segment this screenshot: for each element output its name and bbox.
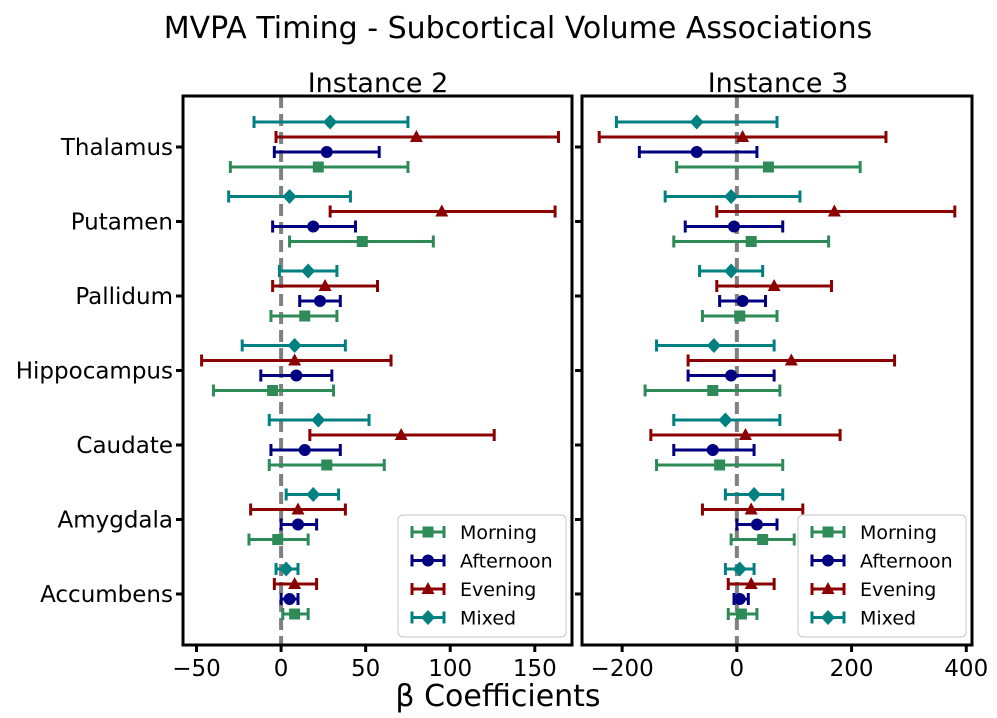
- category-label-pallidum: Pallidum: [75, 284, 173, 310]
- instance-2-morning-hippocampus-marker: [267, 385, 279, 396]
- category-label-amygdala: Amygdala: [57, 508, 173, 534]
- instance-3-panel: Instance 3 −200 0 200 400 Morning Afternoon Ev…: [575, 68, 988, 682]
- instance-3-afternoon-putamen-marker: [727, 220, 740, 233]
- category-label-thalamus: Thalamus: [60, 135, 173, 161]
- instance-3-evening-accumbens-marker: [744, 577, 758, 589]
- instance-3-morning-caudate-marker: [714, 459, 726, 471]
- instance-3-evening-thalamus-marker: [736, 130, 750, 142]
- instance-2-legend-afternoon-marker: [422, 554, 434, 567]
- instance-3-mixed-thalamus-marker: [689, 114, 704, 130]
- instance-2-evening-pallidum-marker: [318, 279, 332, 291]
- instance-2-mixed-hippocampus-marker: [287, 338, 302, 353]
- instance-3-legend-box: [797, 514, 967, 638]
- instance-3-afternoon-amygdala-marker: [750, 518, 763, 531]
- instance-2-morning-thalamus-marker: [312, 161, 324, 173]
- instance-3-evening-pallidum-marker: [767, 279, 781, 291]
- instance-2-legend-mixed-marker: [421, 610, 435, 625]
- instance-3-morning-pallidum-marker: [734, 310, 746, 322]
- instance-2-mixed-caudate-marker: [311, 412, 326, 428]
- instance-3-evening-amygdala-marker: [744, 502, 758, 515]
- x-axis-label: β Coefficients: [395, 679, 600, 714]
- instance-3-mixed-pallidum-marker: [724, 263, 739, 279]
- instance-3-evening-hippocampus-marker: [784, 353, 798, 366]
- instance-2-mixed-putamen-marker: [282, 189, 297, 204]
- instance-2-xtick-label-1: 0: [274, 656, 289, 682]
- category-label-putamen: Putamen: [71, 210, 173, 236]
- instance-2-evening-accumbens-marker: [288, 577, 302, 589]
- instance-3-morning-amygdala-marker: [757, 534, 769, 545]
- instance-2-afternoon-hippocampus-marker: [290, 369, 303, 382]
- instance-2-legend-morning-label: Morning: [460, 522, 537, 544]
- instance-3-afternoon-pallidum-marker: [736, 295, 749, 307]
- instance-2-xtick-label-2: 50: [351, 656, 380, 682]
- instance-3-afternoon-accumbens-marker: [733, 593, 746, 605]
- instance-2-evening-amygdala-marker: [291, 502, 305, 515]
- instance-3-morning-thalamus-marker: [762, 161, 774, 173]
- instance-3-mixed-putamen-marker: [724, 189, 739, 204]
- instance-3-mixed-accumbens-marker: [732, 561, 747, 577]
- instance-3-afternoon-thalamus-marker: [690, 146, 703, 158]
- instance-3-mixed-hippocampus-marker: [706, 338, 721, 353]
- instance-3-title: Instance 3: [708, 68, 849, 99]
- instance-2-morning-accumbens-marker: [289, 608, 301, 620]
- instance-3-legend-afternoon-marker: [822, 554, 834, 567]
- instance-2-mixed-accumbens-marker: [279, 561, 294, 577]
- instance-2-mixed-amygdala-marker: [306, 487, 321, 502]
- instance-3-xtick-label-2: 200: [830, 656, 874, 682]
- instance-3-legend-afternoon-label: Afternoon: [860, 551, 953, 573]
- instance-3-morning-hippocampus-marker: [707, 385, 719, 396]
- instance-2-xtick-label-4: 150: [513, 656, 557, 682]
- instance-2-legend: Morning Afternoon Evening Mixed: [397, 514, 567, 638]
- instance-2-afternoon-caudate-marker: [298, 444, 311, 456]
- instance-3-legend-evening-marker: [821, 582, 835, 594]
- instance-2-legend-mixed-label: Mixed: [460, 608, 516, 630]
- instance-3-morning-putamen-marker: [745, 236, 757, 247]
- instance-2-xtick-label-3: 100: [428, 656, 472, 682]
- category-label-caudate: Caudate: [76, 433, 173, 459]
- instance-2-legend-morning-marker: [422, 526, 434, 538]
- instance-3-legend-evening-label: Evening: [860, 579, 936, 601]
- instance-3-legend-mixed-label: Mixed: [860, 608, 916, 630]
- instance-2-legend-evening-marker: [421, 582, 435, 594]
- instance-2-afternoon-pallidum-marker: [313, 295, 326, 307]
- instance-2-mixed-pallidum-marker: [301, 263, 316, 279]
- instance-3-legend-morning-label: Morning: [860, 522, 937, 544]
- instance-2-title: Instance 2: [308, 68, 449, 99]
- figure-title: MVPA Timing - Subcortical Volume Associa…: [164, 11, 873, 46]
- instance-3-xtick-label-1: 0: [730, 656, 745, 682]
- instance-3-evening-putamen-marker: [827, 204, 841, 217]
- instance-2-afternoon-amygdala-marker: [292, 518, 305, 531]
- instance-2-evening-caudate-marker: [394, 428, 408, 440]
- instance-2-legend-afternoon-label: Afternoon: [460, 551, 553, 573]
- instance-2-mixed-thalamus-marker: [323, 114, 338, 130]
- instance-2-evening-hippocampus-marker: [288, 353, 302, 366]
- instance-2-morning-pallidum-marker: [299, 310, 311, 322]
- instance-2-afternoon-accumbens-marker: [283, 593, 296, 605]
- instance-3-xtick-label-0: −200: [591, 656, 654, 682]
- instance-2-morning-putamen-marker: [356, 236, 368, 247]
- category-label-hippocampus: Hippocampus: [16, 359, 173, 385]
- instance-2-morning-caudate-marker: [321, 459, 333, 471]
- instance-3-xtick-label-3: 400: [944, 656, 988, 682]
- instance-2-morning-amygdala-marker: [272, 534, 284, 545]
- instance-3-evening-caudate-marker: [738, 428, 752, 440]
- instance-3-afternoon-hippocampus-marker: [725, 369, 738, 382]
- instance-3-afternoon-caudate-marker: [706, 444, 719, 456]
- instance-2-legend-evening-label: Evening: [460, 579, 536, 601]
- instance-3-mixed-amygdala-marker: [747, 487, 762, 502]
- instance-3-legend-mixed-marker: [821, 610, 835, 625]
- instance-3-legend-morning-marker: [822, 526, 834, 538]
- instance-2-afternoon-putamen-marker: [307, 220, 320, 233]
- instance-2-legend-box: [397, 514, 567, 638]
- instance-3-morning-accumbens-marker: [735, 608, 747, 620]
- instance-2-afternoon-thalamus-marker: [320, 146, 333, 158]
- instance-2-evening-putamen-marker: [435, 204, 449, 217]
- instance-2-xtick-label-0: −50: [172, 656, 221, 682]
- instance-2-evening-thalamus-marker: [409, 130, 423, 142]
- instance-2-panel: Instance 2 −50 0 50 100 150 Thalamus Putamen Pa…: [16, 68, 574, 682]
- instance-3-mixed-caudate-marker: [718, 412, 733, 428]
- category-label-accumbens: Accumbens: [40, 582, 173, 608]
- instance-3-legend: Morning Afternoon Evening Mixed: [797, 514, 967, 638]
